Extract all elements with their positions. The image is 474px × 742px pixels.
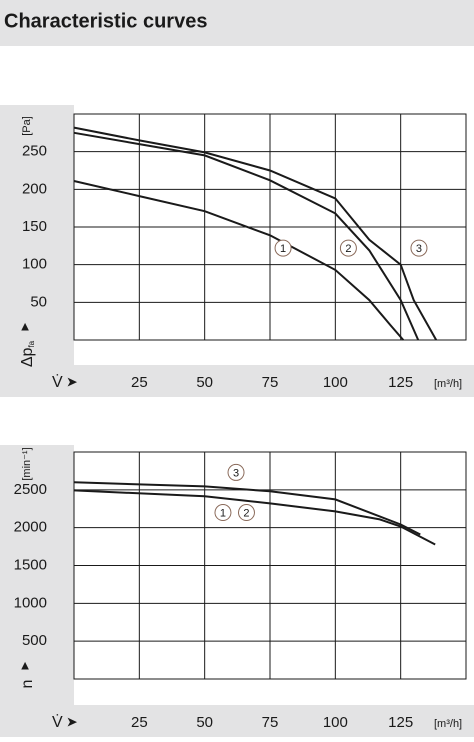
y-tick-label: 500 [22, 632, 47, 649]
y-tick-label: 2000 [14, 519, 47, 536]
y-tick-label: 1500 [14, 556, 47, 573]
x-axis-band [0, 705, 474, 737]
curve-label: 1 [220, 507, 226, 519]
curve-marker [274, 239, 292, 257]
y-axis-unit: [Pa] [21, 116, 33, 136]
curve-label: 2 [243, 507, 249, 519]
x-tick-label: 125 [388, 374, 413, 391]
x-axis-label: V̇ [52, 373, 63, 391]
curve [73, 131, 420, 341]
header-title: Characteristic curves [4, 10, 207, 32]
y-axis-label-sub: fa [27, 340, 36, 347]
curve-label: 1 [280, 243, 286, 255]
curve-marker [227, 463, 245, 481]
x-tick-label: 50 [196, 714, 213, 731]
curve-marker [410, 239, 428, 257]
x-arrow: ➤ [66, 374, 78, 390]
y-tick-label: 100 [22, 256, 47, 273]
y-arrow: ▲ [19, 318, 32, 333]
x-arrow: ➤ [66, 714, 78, 730]
y-axis-label-main: n [19, 680, 36, 689]
curve [73, 180, 405, 341]
y-axis-label-main: Δp [19, 347, 36, 367]
x-tick-label: 50 [196, 374, 213, 391]
y-tick-label: 2500 [14, 481, 47, 498]
x-axis-unit: [m³/h] [434, 378, 462, 390]
x-tick-label: 25 [131, 374, 148, 391]
x-axis-label: V̇ [52, 713, 63, 731]
y-tick-label: 250 [22, 143, 47, 160]
x-tick-label: 100 [323, 714, 348, 731]
x-tick-label: 25 [131, 714, 148, 731]
curve-label: 3 [416, 243, 422, 255]
y-axis-panel [0, 105, 74, 365]
curve-label: 2 [345, 243, 351, 255]
y-tick-label: 200 [22, 180, 47, 197]
y-tick-label: 1000 [14, 594, 47, 611]
x-tick-label: 125 [388, 714, 413, 731]
curve [73, 126, 438, 341]
curve-marker [339, 239, 357, 257]
y-tick-label: 50 [30, 293, 47, 310]
curve [73, 489, 436, 546]
curve-label: 3 [233, 467, 239, 479]
x-tick-label: 100 [323, 374, 348, 391]
header-bar [0, 0, 474, 46]
y-axis-label: n [19, 680, 36, 689]
curve [73, 481, 421, 536]
y-tick-label: 150 [22, 218, 47, 235]
curve-marker [237, 504, 255, 522]
y-axis-label: Δpfa [19, 340, 36, 367]
x-axis-band [0, 365, 474, 397]
y-arrow: ▲ [19, 657, 32, 672]
curve-marker [214, 504, 232, 522]
y-axis-unit: [min⁻¹] [21, 447, 33, 480]
x-tick-label: 75 [262, 714, 279, 731]
x-tick-label: 75 [262, 374, 279, 391]
x-axis-unit: [m³/h] [434, 718, 462, 730]
y-axis-panel [0, 445, 74, 705]
